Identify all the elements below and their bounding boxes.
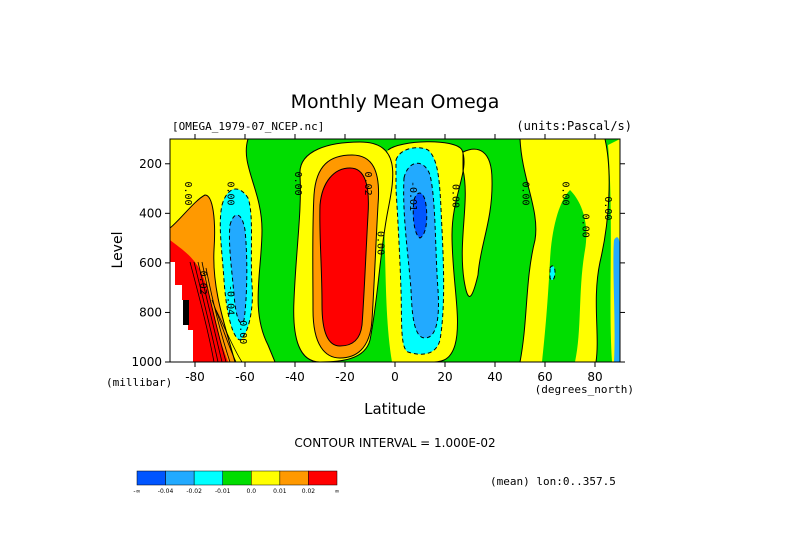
colorbar-label: 0.0: [247, 488, 257, 495]
x-tick-label: -80: [185, 370, 205, 384]
contour-label: 0.00: [520, 181, 531, 205]
colorbar-label: -∞: [133, 488, 140, 495]
contour-fill: [170, 139, 620, 362]
x-tick-label: -60: [235, 370, 255, 384]
colorbar-label: -0.04: [158, 488, 174, 495]
region-deep-blue-tropics: [413, 193, 427, 238]
colorbar: -∞ -0.04 -0.02 -0.01 0.0 0.01 0.02 ∞: [133, 470, 340, 495]
colorbar-swatch: [279, 470, 309, 486]
contour-labels: 0.00 0.00 0.00 0.020.000.02-0.040.00-0.01 0.…: [182, 172, 613, 345]
x-tick-label: 40: [487, 370, 502, 384]
contour-label: 0.00: [375, 231, 386, 255]
colorbar-swatch: [193, 470, 223, 486]
contours-positive: [170, 139, 610, 362]
mean-note: (mean) lon:0..357.5: [490, 475, 616, 488]
region-cyan-north-pole: [613, 237, 620, 362]
colorbar-swatch: [165, 470, 195, 486]
contours-negative: [219, 147, 556, 355]
y-tick-label: 800: [139, 305, 162, 319]
units-label: (units:Pascal/s): [516, 119, 632, 133]
colorbar-swatch: [308, 470, 338, 486]
region-blue-tropics: [403, 163, 439, 338]
colorbar-swatch: [222, 470, 252, 486]
dataset-label: [OMEGA_1979-07_NCEP.nc]: [172, 120, 324, 133]
y-tick-label: 1000: [131, 355, 162, 369]
colorbar-label: 0.02: [302, 488, 316, 495]
contour-label: 0.00: [560, 181, 571, 205]
x-tick-label: 60: [537, 370, 552, 384]
contour-label: 0.00: [237, 320, 248, 344]
contour-bundle: [189, 261, 243, 362]
terrain-black-band: [183, 300, 189, 325]
contour-label: 0.00: [450, 184, 461, 208]
contour-label: -0.01: [407, 181, 418, 211]
contour-label: 0.00: [225, 181, 236, 205]
colorbar-label: -0.01: [215, 488, 231, 495]
contour-label: 0.00: [602, 196, 613, 220]
region-yellow-nh-mid: [462, 149, 493, 297]
region-cyan-nh-spot: [550, 265, 555, 280]
y-axis-units: (millibar): [106, 376, 172, 389]
contour-label: 0.00: [292, 172, 303, 196]
colorbar-label: -0.02: [186, 488, 202, 495]
colorbar-label: 0.01: [273, 488, 287, 495]
contour-label: -0.04: [225, 285, 236, 315]
terrain-mask: [170, 262, 193, 362]
y-axis: 200 400 600 800 1000: [131, 157, 625, 369]
y-axis-label: Level: [110, 232, 126, 269]
x-tick-label: 0: [391, 370, 399, 384]
x-axis: -80 -60 -40 -20 0 20 40 60 80: [185, 134, 603, 384]
contour-label: 0.02: [197, 271, 208, 295]
contour-interval: CONTOUR INTERVAL = 1.000E-02: [294, 436, 495, 450]
y-tick-label: 200: [139, 157, 162, 171]
region-red-subtropics: [319, 168, 369, 346]
x-tick-label: 20: [437, 370, 452, 384]
colorbar-label: ∞: [335, 488, 340, 495]
x-axis-label: Latitude: [364, 400, 426, 418]
x-tick-label: -40: [285, 370, 305, 384]
region-blue-south: [229, 214, 247, 323]
colorbar-swatch: [251, 470, 281, 486]
x-tick-label: 80: [587, 370, 602, 384]
chart-title: Monthly Mean Omega: [291, 91, 500, 113]
colorbar-swatch: [136, 470, 166, 486]
x-tick-label: -20: [335, 370, 355, 384]
contour-label: 0.00: [182, 181, 193, 205]
x-axis-units: (degrees_north): [535, 383, 634, 396]
contour-label: 0.00: [580, 214, 591, 238]
contour-label: 0.02: [362, 172, 373, 196]
y-tick-label: 400: [139, 206, 162, 220]
region-yellow-nh-high: [520, 139, 610, 362]
y-tick-label: 600: [139, 256, 162, 270]
